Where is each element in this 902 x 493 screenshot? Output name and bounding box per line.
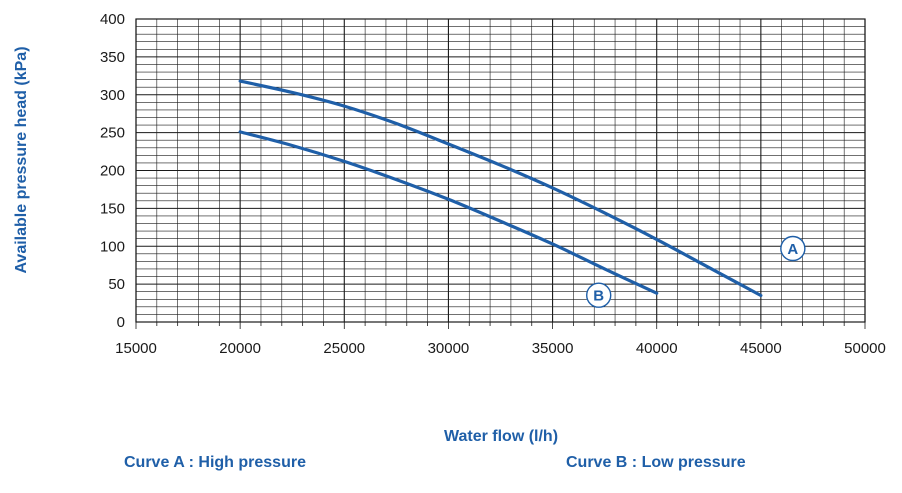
x-tick-label: 50000: [844, 340, 886, 357]
y-tick-label: 150: [100, 200, 125, 217]
x-tick-label: 25000: [323, 340, 365, 357]
y-tick-label: 50: [108, 276, 125, 293]
y-tick-label: 200: [100, 163, 125, 180]
curve-b-line: [238, 130, 659, 295]
y-tick-label: 0: [117, 314, 125, 331]
plot-frame: [135, 18, 866, 323]
y-tick-label: 350: [100, 49, 125, 66]
grid: [135, 18, 866, 329]
tick-labels: 15000 20000 25000 30000 35000 40000 45000 50000…: [100, 11, 886, 357]
x-tick-label: 35000: [532, 340, 574, 357]
x-tick-label: 40000: [636, 340, 678, 357]
curves: AB: [238, 79, 806, 308]
curve-a-marker: A: [780, 235, 806, 262]
curve-label-circle: [780, 235, 806, 262]
curve-label-text: A: [787, 241, 798, 258]
x-tick-label: 20000: [219, 340, 261, 357]
curve-b-legend: Curve B : Low pressure: [566, 454, 746, 471]
y-tick-label: 300: [100, 87, 125, 104]
y-tick-label: 400: [100, 11, 125, 28]
curve-b-marker: B: [586, 282, 612, 308]
y-tick-label: 100: [100, 238, 125, 255]
x-tick-label: 15000: [115, 340, 157, 357]
x-tick-label: 30000: [428, 340, 470, 357]
x-tick-label: 45000: [740, 340, 782, 357]
curve-a-line: [238, 79, 763, 298]
curve-a-legend: Curve A : High pressure: [124, 454, 306, 471]
y-tick-label: 250: [100, 125, 125, 142]
y-axis-title: Available pressure head (kPa): [13, 46, 30, 273]
x-axis-title: Water flow (l/h): [444, 428, 558, 445]
curve-label-text: B: [593, 288, 604, 305]
curve-label-circle: [586, 282, 612, 308]
